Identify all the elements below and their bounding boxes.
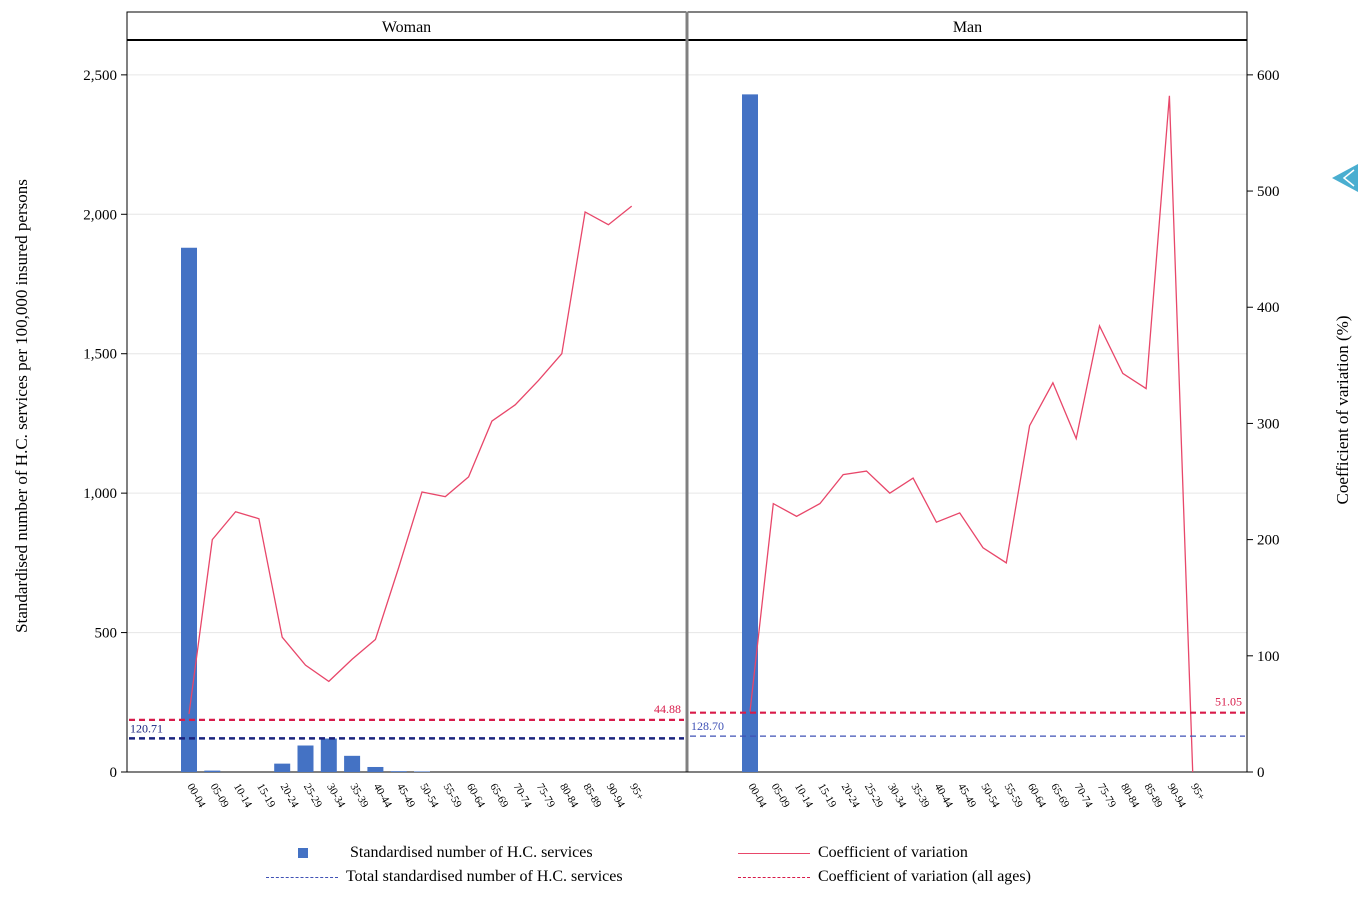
legend-label-bars: Standardised number of H.C. services: [350, 844, 593, 861]
x-tick-label: 25-29: [862, 782, 885, 811]
bar: [274, 763, 291, 772]
bar: [344, 755, 361, 772]
left-tick-label: 500: [95, 626, 118, 642]
x-tick-label: 95+: [1188, 782, 1207, 803]
x-tick-label: 20-24: [839, 782, 862, 811]
right-tick-label: 0: [1257, 765, 1265, 781]
x-tick-label: 45-49: [955, 782, 978, 811]
legend-item-total: Total standardised number of H.C. servic…: [266, 866, 623, 888]
y-left-axis-label: Standardised number of H.C. services per…: [12, 179, 31, 633]
x-tick-label: 40-44: [932, 782, 955, 811]
x-tick-label: 10-14: [231, 782, 254, 811]
bar: [297, 745, 314, 772]
x-tick-label: 85-89: [1142, 782, 1165, 811]
x-tick-label: 90-94: [1165, 782, 1188, 811]
left-tick-label: 2,500: [83, 68, 117, 84]
x-tick-label: 05-09: [769, 782, 792, 811]
x-tick-label: 55-59: [1002, 782, 1025, 811]
x-tick-label: 30-34: [324, 782, 347, 811]
legend-swatch-cv: [738, 852, 810, 854]
bar: [390, 771, 407, 772]
right-tick-label: 500: [1257, 184, 1280, 200]
x-tick-label: 60-64: [464, 782, 487, 811]
x-tick-label: 30-34: [885, 782, 908, 811]
x-tick-label: 65-69: [487, 782, 510, 811]
legend-item-bars: Standardised number of H.C. services: [290, 842, 593, 864]
legend-swatch-total: [266, 876, 338, 878]
bar: [742, 94, 758, 773]
left-tick-label: 0: [110, 765, 118, 781]
x-tick-label: 70-74: [511, 782, 534, 811]
x-tick-label: 40-44: [371, 782, 394, 811]
x-tick-label: 95+: [627, 782, 646, 803]
legend-label-total: Total standardised number of H.C. servic…: [346, 868, 623, 885]
y-right-axis-label: Coefficient of variation (%): [1333, 316, 1352, 505]
x-tick-label: 35-39: [348, 782, 371, 811]
x-tick-label: 50-54: [978, 782, 1001, 811]
legend-swatch-cv-all: [738, 876, 810, 878]
bar: [320, 738, 337, 772]
x-tick-label: 85-89: [581, 782, 604, 811]
x-tick-label: 15-19: [815, 782, 838, 811]
legend: Standardised number of H.C. services Coe…: [266, 842, 1150, 892]
bar: [181, 247, 197, 773]
chart: Woman Man 0 500 1,000 1,500 2,000 2,500 0 100 200 3…: [12, 11, 1352, 811]
total-value-label: 120.71: [130, 721, 163, 735]
x-tick-label: 75-79: [1095, 782, 1118, 811]
right-tick-label: 400: [1257, 300, 1280, 316]
x-tick-label: 75-79: [534, 782, 557, 811]
x-tick-label: 10-14: [792, 782, 815, 811]
bar: [367, 766, 384, 772]
panel-strip: [126, 11, 687, 41]
x-tick-label: 15-19: [254, 782, 277, 811]
total-value-label: 128.70: [691, 719, 724, 733]
legend-item-cv: Coefficient of variation: [738, 842, 968, 864]
x-tick-label: 60-64: [1025, 782, 1048, 811]
legend-item-cv-all: Coefficient of variation (all ages): [738, 866, 1031, 888]
x-tick-label: 80-84: [557, 782, 580, 811]
x-tick-label: 05-09: [208, 782, 231, 811]
cv-line: [749, 95, 1194, 773]
right-tick-label: 200: [1257, 533, 1280, 549]
left-tick-label: 1,500: [83, 347, 117, 363]
x-tick-label: 00-04: [745, 782, 768, 811]
x-tick-label: 55-59: [441, 782, 464, 811]
left-tick-label: 1,000: [83, 486, 117, 502]
right-tick-label: 600: [1257, 68, 1280, 84]
legend-label-cv: Coefficient of variation: [818, 844, 968, 861]
x-tick-label: 65-69: [1048, 782, 1071, 811]
cv-all-value-label: 44.88: [654, 702, 681, 716]
x-tick-label: 70-74: [1072, 782, 1095, 811]
bar: [414, 771, 430, 772]
legend-swatch-bar: [298, 848, 308, 858]
x-tick-label: 20-24: [278, 782, 301, 811]
x-tick-label: 35-39: [909, 782, 932, 811]
panel-title: Man: [953, 19, 982, 36]
cv-all-value-label: 51.05: [1215, 695, 1242, 709]
bar: [204, 770, 221, 772]
x-tick-label: 80-84: [1118, 782, 1141, 811]
x-tick-label: 50-54: [417, 782, 440, 811]
chevron-left-icon[interactable]: [1330, 162, 1358, 194]
x-tick-label: 00-04: [184, 782, 207, 811]
x-tick-label: 90-94: [604, 782, 627, 811]
right-tick-label: 100: [1257, 649, 1280, 665]
left-tick-label: 2,000: [83, 207, 117, 223]
legend-label-cv-all: Coefficient of variation (all ages): [818, 868, 1031, 885]
panel-title: Woman: [382, 19, 431, 36]
right-tick-label: 300: [1257, 416, 1280, 432]
cv-line: [188, 205, 633, 714]
x-tick-label: 45-49: [394, 782, 417, 811]
x-tick-label: 25-29: [301, 782, 324, 811]
